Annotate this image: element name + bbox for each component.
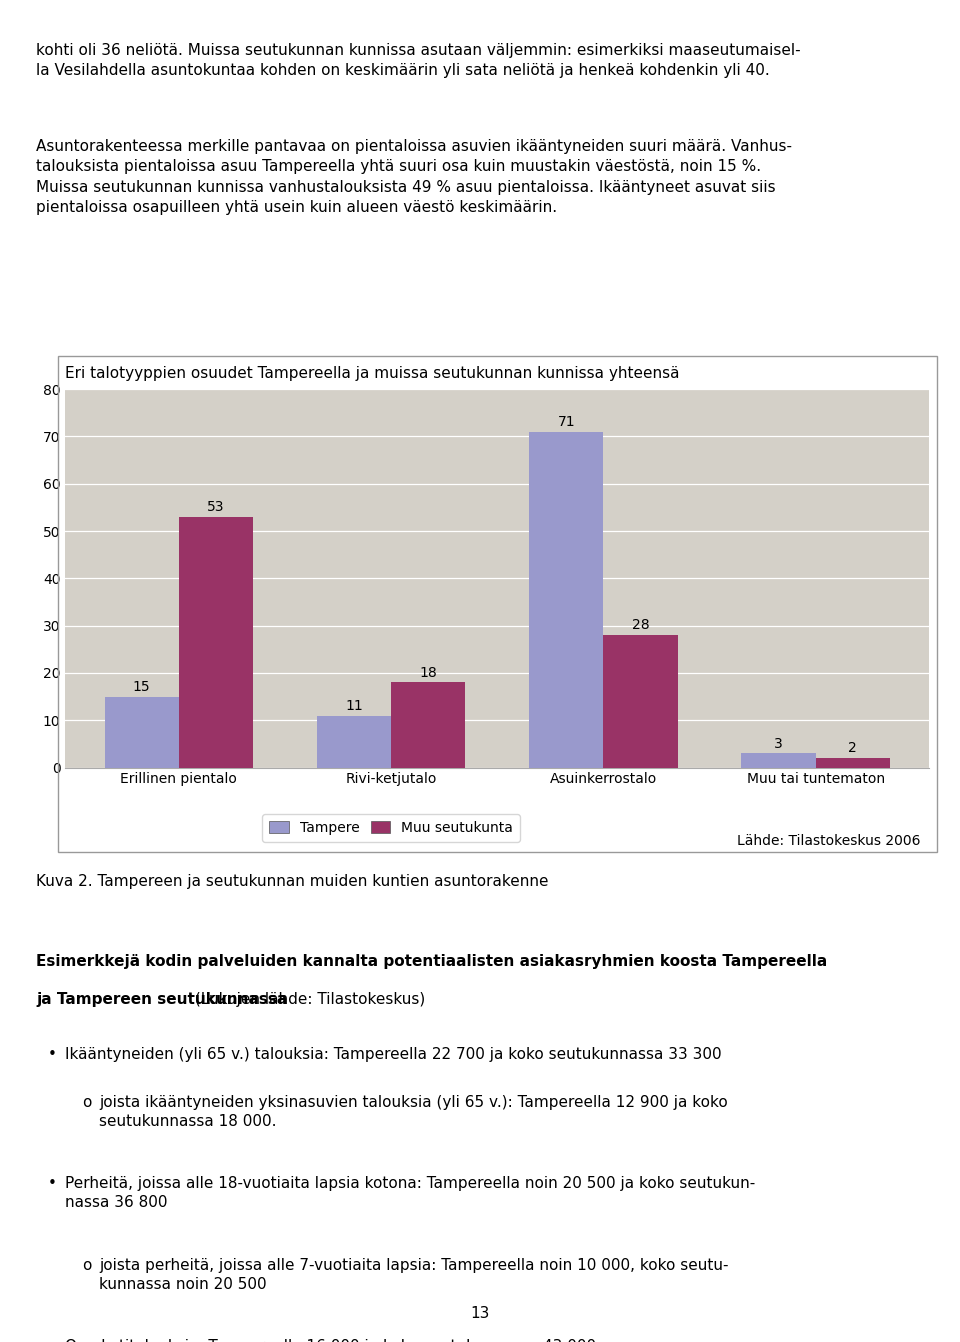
- Bar: [179, 517, 253, 768]
- Bar: [604, 635, 678, 768]
- Text: Asuntorakenteessa merkille pantavaa on pientaloissa asuvien ikääntyneiden suuri : Asuntorakenteessa merkille pantavaa on p…: [36, 140, 793, 215]
- Text: •: •: [48, 1047, 57, 1062]
- Text: 3: 3: [774, 737, 783, 750]
- Text: Esimerkkejä kodin palveluiden kannalta potentiaalisten asiakasryhmien koosta Tam: Esimerkkejä kodin palveluiden kannalta p…: [36, 954, 828, 969]
- Text: ja Tampereen seutukunnassa: ja Tampereen seutukunnassa: [36, 992, 288, 1006]
- Text: 15: 15: [132, 680, 151, 694]
- Text: 11: 11: [345, 699, 363, 713]
- Bar: [105, 696, 179, 768]
- Text: o: o: [83, 1257, 92, 1272]
- Text: 71: 71: [558, 415, 575, 429]
- Bar: [529, 432, 604, 768]
- Text: Omakotitalouksia: Tampereella 16 000 ja koko seutukunnassa 43 000: Omakotitalouksia: Tampereella 16 000 ja …: [65, 1339, 596, 1342]
- Bar: [391, 682, 466, 768]
- Text: 53: 53: [207, 501, 225, 514]
- Text: (Lukujen lähde: Tilastokeskus): (Lukujen lähde: Tilastokeskus): [190, 992, 425, 1006]
- Text: joista perheitä, joissa alle 7-vuotiaita lapsia: Tampereella noin 10 000, koko s: joista perheitä, joissa alle 7-vuotiaita…: [99, 1257, 729, 1292]
- Text: •: •: [48, 1176, 57, 1192]
- Text: 28: 28: [632, 619, 649, 632]
- Text: Kuva 2. Tampereen ja seutukunnan muiden kuntien asuntorakenne: Kuva 2. Tampereen ja seutukunnan muiden …: [36, 874, 549, 888]
- Text: 18: 18: [420, 666, 437, 679]
- Bar: [317, 715, 391, 768]
- Text: 13: 13: [470, 1306, 490, 1321]
- Text: Lähde: Tilastokeskus 2006: Lähde: Tilastokeskus 2006: [737, 833, 921, 848]
- Legend: Tampere, Muu seutukunta: Tampere, Muu seutukunta: [262, 815, 520, 841]
- Text: 2: 2: [849, 741, 857, 756]
- Text: kohti oli 36 neliötä. Muissa seutukunnan kunnissa asutaan väljemmin: esimerkiksi: kohti oli 36 neliötä. Muissa seutukunnan…: [36, 43, 801, 78]
- Text: Eri talotyyppien osuudet Tampereella ja muissa seutukunnan kunnissa yhteensä: Eri talotyyppien osuudet Tampereella ja …: [65, 366, 680, 381]
- Text: Perheitä, joissa alle 18-vuotiaita lapsia kotona: Tampereella noin 20 500 ja kok: Perheitä, joissa alle 18-vuotiaita lapsi…: [65, 1176, 756, 1210]
- Text: joista ikääntyneiden yksinasuvien talouksia (yli 65 v.): Tampereella 12 900 ja k: joista ikääntyneiden yksinasuvien talouk…: [99, 1095, 728, 1129]
- Text: o: o: [83, 1095, 92, 1110]
- Text: •: •: [48, 1339, 57, 1342]
- Bar: [741, 753, 816, 768]
- Text: Ikääntyneiden (yli 65 v.) talouksia: Tampereella 22 700 ja koko seutukunnassa 33: Ikääntyneiden (yli 65 v.) talouksia: Tam…: [65, 1047, 722, 1062]
- Bar: [816, 758, 890, 768]
